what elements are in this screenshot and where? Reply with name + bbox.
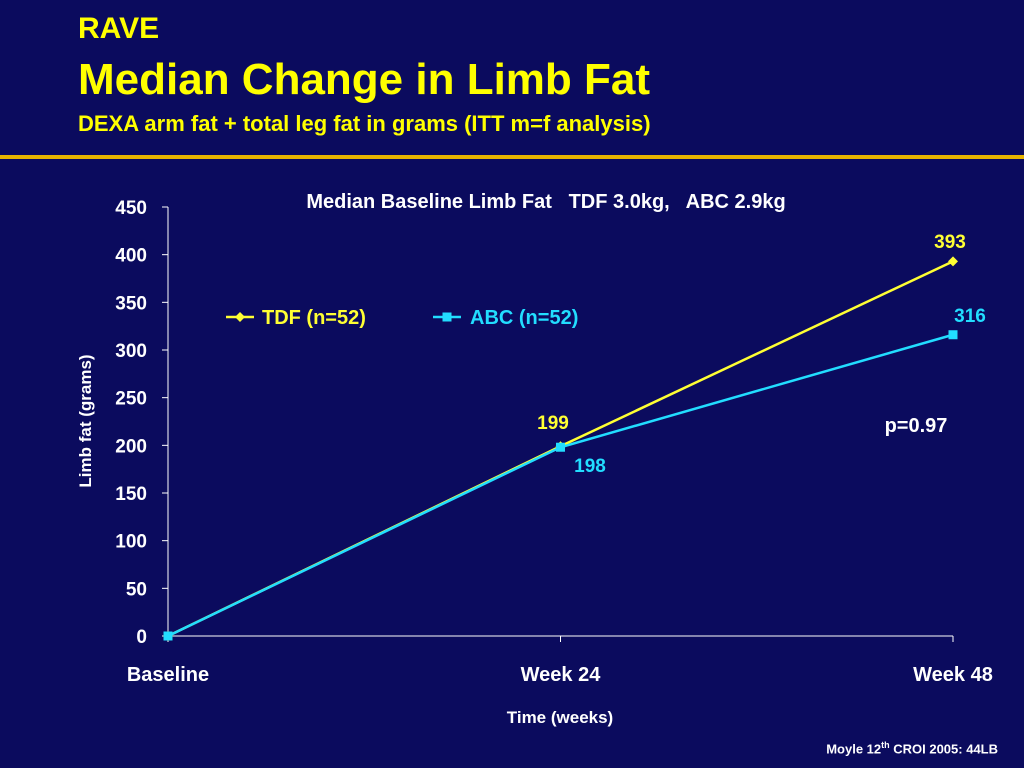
data-point-tdf — [948, 256, 958, 267]
legend-label-tdf: TDF (n=52) — [262, 307, 366, 329]
y-tick-label: 350 — [115, 293, 147, 314]
data-label-abc: 198 — [574, 456, 606, 477]
y-tick-label: 400 — [115, 246, 147, 267]
data-point-abc — [556, 442, 565, 452]
y-tick-label: 150 — [115, 484, 147, 505]
y-tick-label: 250 — [115, 389, 147, 410]
data-point-abc — [163, 631, 173, 641]
citation-superscript: th — [881, 740, 890, 750]
citation-text-end: CROI 2005: 44LB — [889, 741, 998, 757]
legend-label-abc: ABC (n=52) — [470, 307, 578, 329]
y-tick-label: 300 — [115, 341, 147, 362]
y-tick-label: 50 — [126, 579, 147, 600]
chart-title: Median Baseline Limb Fat TDF 3.0kg, ABC … — [306, 191, 785, 213]
x-tick-label: Baseline — [127, 664, 209, 686]
y-tick-label: 0 — [136, 627, 147, 648]
y-tick-label: 100 — [115, 532, 147, 553]
series-line-abc — [167, 333, 954, 638]
y-tick-label: 200 — [115, 436, 147, 457]
data-label-tdf: 199 — [537, 413, 569, 434]
y-axis-title: Limb fat (grams) — [76, 354, 95, 487]
data-label-tdf: 393 — [934, 232, 966, 253]
citation-footer: Moyle 12th CROI 2005: 44LB — [826, 740, 998, 756]
p-value-annotation: p=0.97 — [885, 415, 948, 437]
legend-marker-tdf — [235, 312, 245, 322]
page-subtitle: DEXA arm fat + total leg fat in grams (I… — [78, 111, 651, 136]
citation-text: Moyle 12 — [826, 741, 882, 757]
data-point-abc — [948, 330, 958, 340]
x-tick-label: Week 24 — [521, 664, 602, 686]
legend-marker-abc — [442, 312, 452, 322]
title-divider — [0, 155, 1024, 159]
x-axis-title: Time (weeks) — [507, 708, 613, 727]
y-tick-label: 450 — [115, 198, 147, 219]
page-title: Median Change in Limb Fat — [78, 55, 651, 104]
title-small: RAVE — [78, 12, 160, 45]
x-tick-label: Week 48 — [913, 664, 993, 686]
data-label-abc: 316 — [954, 306, 986, 327]
